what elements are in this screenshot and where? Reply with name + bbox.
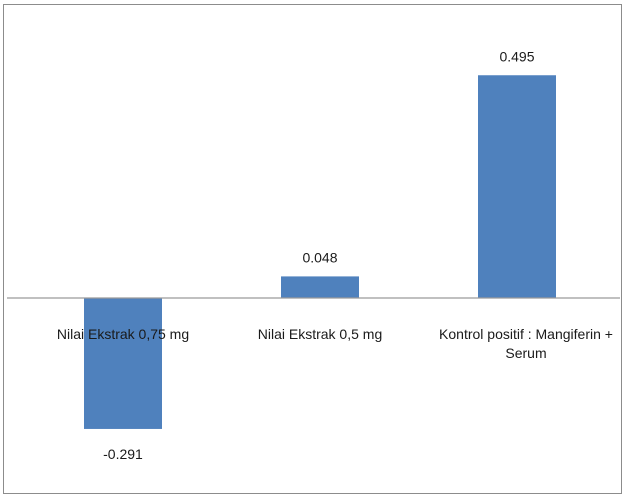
data-label-2: 0.048: [302, 249, 337, 265]
category-label-2: Nilai Ekstrak 0,5 mg: [258, 326, 382, 342]
category-label-1: Nilai Ekstrak 0,75 mg: [57, 326, 189, 342]
category-label-3-line-2: Serum: [505, 345, 546, 361]
category-label-3: Kontrol positif : Mangiferin + Serum: [439, 326, 613, 361]
category-label-1-line-1: Nilai Ekstrak 0,75 mg: [57, 326, 189, 342]
bar-3: [478, 75, 556, 298]
bar-1: [84, 298, 162, 429]
category-label-3-line-1: Kontrol positif : Mangiferin +: [439, 326, 613, 342]
category-label-2-line-1: Nilai Ekstrak 0,5 mg: [258, 326, 382, 342]
labels-group: -0.291 Nilai Ekstrak 0,75 mg 0.048 Nilai Ek…: [57, 48, 613, 462]
data-label-3: 0.495: [499, 48, 534, 64]
bar-2: [281, 276, 359, 298]
data-label-1: -0.291: [103, 446, 143, 462]
bars-group: [84, 75, 556, 429]
